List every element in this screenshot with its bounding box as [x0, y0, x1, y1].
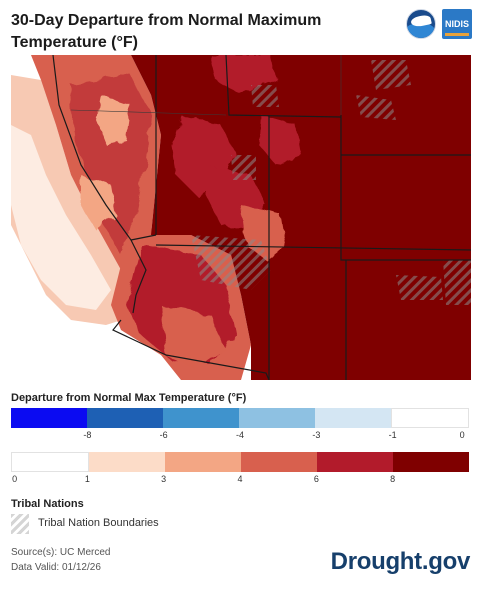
warm-swatch-6: [393, 452, 469, 472]
legend-title: Departure from Normal Max Temperature (°…: [11, 392, 247, 404]
nidis-logo-icon[interactable]: NIDIS: [442, 9, 472, 39]
drought-gov-brand[interactable]: Drought.gov: [330, 548, 471, 575]
tribal-nations-title: Tribal Nations: [11, 498, 84, 510]
cool-tick: -6: [159, 430, 168, 440]
warm-tick: 8: [390, 474, 396, 484]
nidis-logo-text: NIDIS: [444, 19, 469, 29]
page-title: 30-Day Departure from Normal Maximum Tem…: [11, 12, 322, 51]
cool-tick: -3: [312, 430, 321, 440]
source-info: Source(s): UC Merced Data Valid: 01/12/2…: [11, 545, 110, 575]
temperature-departure-map[interactable]: [11, 55, 471, 380]
warm-swatch-2: [89, 452, 165, 472]
cool-tick: 0: [459, 430, 465, 440]
tribal-hatch-swatch: [11, 514, 29, 534]
warm-tick-labels: 0 1 3 4 6 8: [11, 474, 469, 488]
cool-tick-labels: -8 -6 -4 -3 -1 0: [11, 430, 469, 444]
cool-color-scale: [11, 408, 469, 428]
warm-tick: 3: [161, 474, 167, 484]
warm-tick: 0: [12, 474, 18, 484]
warm-tick: 1: [84, 474, 90, 484]
noaa-logo-icon[interactable]: [406, 9, 436, 39]
logo-group: NIDIS: [406, 9, 472, 39]
warm-swatch-1: [11, 452, 89, 472]
warm-swatch-3: [165, 452, 241, 472]
warm-tick: 6: [313, 474, 319, 484]
cool-tick: -4: [235, 430, 245, 440]
cool-swatch-5: [315, 408, 391, 428]
warm-swatch-5: [317, 452, 393, 472]
source-text: Source(s): UC Merced: [11, 547, 111, 558]
cool-swatch-2: [87, 408, 163, 428]
data-valid-text: Data Valid: 01/12/26: [11, 562, 101, 573]
cool-swatch-4: [239, 408, 315, 428]
warm-color-scale: [11, 452, 469, 472]
cool-swatch-1: [11, 408, 87, 428]
warm-tick: 4: [237, 474, 243, 484]
cool-swatch-6: [391, 408, 469, 428]
warm-swatch-4: [241, 452, 317, 472]
cool-swatch-3: [163, 408, 239, 428]
tribal-boundaries-label: Tribal Nation Boundaries: [38, 517, 159, 529]
cool-tick: -1: [388, 430, 397, 440]
map-svg: [11, 55, 471, 380]
cool-tick: -8: [83, 430, 92, 440]
